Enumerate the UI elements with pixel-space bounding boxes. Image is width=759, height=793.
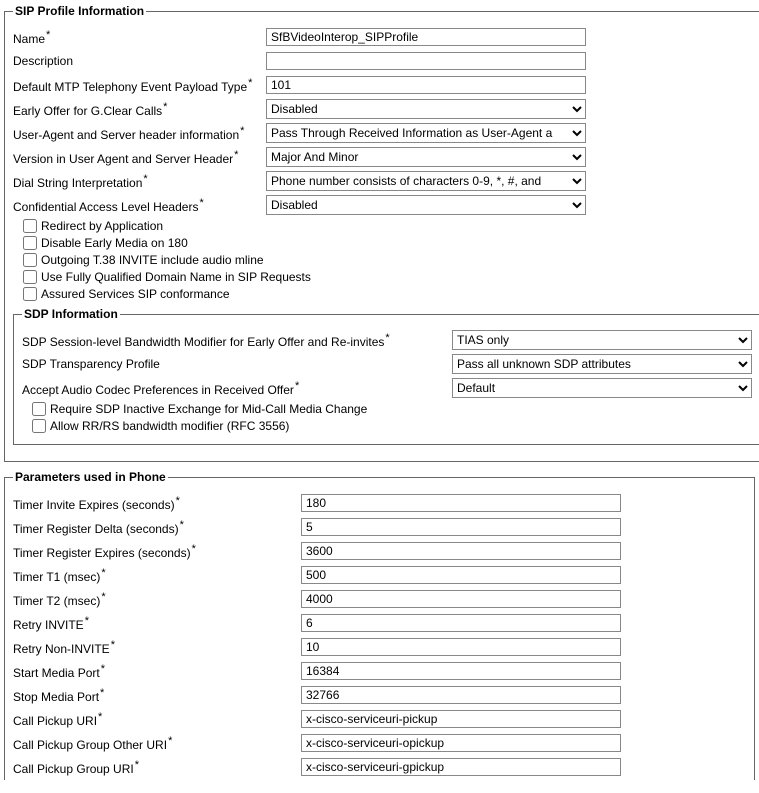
mtp-payload-label: Default MTP Telephony Event Payload Type — [13, 77, 266, 94]
t2-label: Timer T2 (msec) — [13, 591, 301, 608]
sdp-inactive-label: Require SDP Inactive Exchange for Mid-Ca… — [50, 402, 367, 416]
conf-level-label: Confidential Access Level Headers — [13, 197, 266, 214]
sdp-fieldset: SDP Information SDP Session-level Bandwi… — [13, 307, 759, 445]
invite-exp-label: Timer Invite Expires (seconds) — [13, 495, 301, 512]
user-agent-label: User-Agent and Server header information — [13, 125, 266, 142]
start-media-input[interactable] — [301, 662, 621, 680]
phone-fieldset: Parameters used in Phone Timer Invite Ex… — [4, 470, 755, 780]
dial-string-select[interactable]: Phone number consists of characters 0-9,… — [266, 171, 586, 191]
t1-label: Timer T1 (msec) — [13, 567, 301, 584]
phone-legend: Parameters used in Phone — [13, 470, 168, 484]
t38-checkbox[interactable] — [23, 253, 37, 267]
reg-delta-input[interactable] — [301, 518, 621, 536]
version-ua-label: Version in User Agent and Server Header — [13, 149, 266, 166]
mtp-payload-input[interactable] — [266, 76, 586, 94]
retry-noninv-input[interactable] — [301, 638, 621, 656]
sdp-rrrs-checkbox[interactable] — [32, 419, 46, 433]
sip-profile-fieldset: SIP Profile Information Name Description… — [4, 4, 759, 462]
reg-exp-input[interactable] — [301, 542, 621, 560]
assured-checkbox[interactable] — [23, 287, 37, 301]
dial-string-label: Dial String Interpretation — [13, 173, 266, 190]
sdp-audio-codec-label: Accept Audio Codec Preferences in Receiv… — [22, 380, 452, 397]
description-label: Description — [13, 54, 266, 68]
start-media-label: Start Media Port — [13, 663, 301, 680]
sdp-rrrs-label: Allow RR/RS bandwidth modifier (RFC 3556… — [50, 419, 289, 433]
sdp-inactive-checkbox[interactable] — [32, 402, 46, 416]
sip-legend: SIP Profile Information — [13, 4, 146, 18]
assured-label: Assured Services SIP conformance — [41, 287, 230, 301]
conf-level-select[interactable]: Disabled — [266, 195, 586, 215]
pickup-uri-label: Call Pickup URI — [13, 711, 301, 728]
invite-exp-input[interactable] — [301, 494, 621, 512]
pickup-uri-input[interactable] — [301, 710, 621, 728]
reg-exp-label: Timer Register Expires (seconds) — [13, 543, 301, 560]
sdp-legend: SDP Information — [22, 307, 120, 321]
redirect-checkbox[interactable] — [23, 219, 37, 233]
description-input[interactable] — [266, 52, 586, 70]
pickup-other-label: Call Pickup Group Other URI — [13, 735, 301, 752]
sdp-transparency-label: SDP Transparency Profile — [22, 357, 452, 371]
stop-media-input[interactable] — [301, 686, 621, 704]
pickup-other-input[interactable] — [301, 734, 621, 752]
t38-label: Outgoing T.38 INVITE include audio mline — [41, 253, 264, 267]
sdp-audio-codec-select[interactable]: Default — [452, 378, 752, 398]
name-label: Name — [13, 29, 266, 46]
redirect-label: Redirect by Application — [41, 219, 163, 233]
reg-delta-label: Timer Register Delta (seconds) — [13, 519, 301, 536]
pickup-group-input[interactable] — [301, 758, 621, 776]
user-agent-select[interactable]: Pass Through Received Information as Use… — [266, 123, 586, 143]
pickup-group-label: Call Pickup Group URI — [13, 759, 301, 776]
disable-early-checkbox[interactable] — [23, 236, 37, 250]
version-ua-select[interactable]: Major And Minor — [266, 147, 586, 167]
fqdn-checkbox[interactable] — [23, 270, 37, 284]
t2-input[interactable] — [301, 590, 621, 608]
fqdn-label: Use Fully Qualified Domain Name in SIP R… — [41, 270, 311, 284]
sdp-bandwidth-select[interactable]: TIAS only — [452, 330, 752, 350]
name-input[interactable] — [266, 28, 586, 46]
stop-media-label: Stop Media Port — [13, 687, 301, 704]
sdp-transparency-select[interactable]: Pass all unknown SDP attributes — [452, 354, 752, 374]
sdp-bandwidth-label: SDP Session-level Bandwidth Modifier for… — [22, 332, 452, 349]
early-offer-label: Early Offer for G.Clear Calls — [13, 101, 266, 118]
t1-input[interactable] — [301, 566, 621, 584]
early-offer-select[interactable]: Disabled — [266, 99, 586, 119]
retry-inv-input[interactable] — [301, 614, 621, 632]
retry-inv-label: Retry INVITE — [13, 615, 301, 632]
disable-early-label: Disable Early Media on 180 — [41, 236, 188, 250]
retry-noninv-label: Retry Non-INVITE — [13, 639, 301, 656]
